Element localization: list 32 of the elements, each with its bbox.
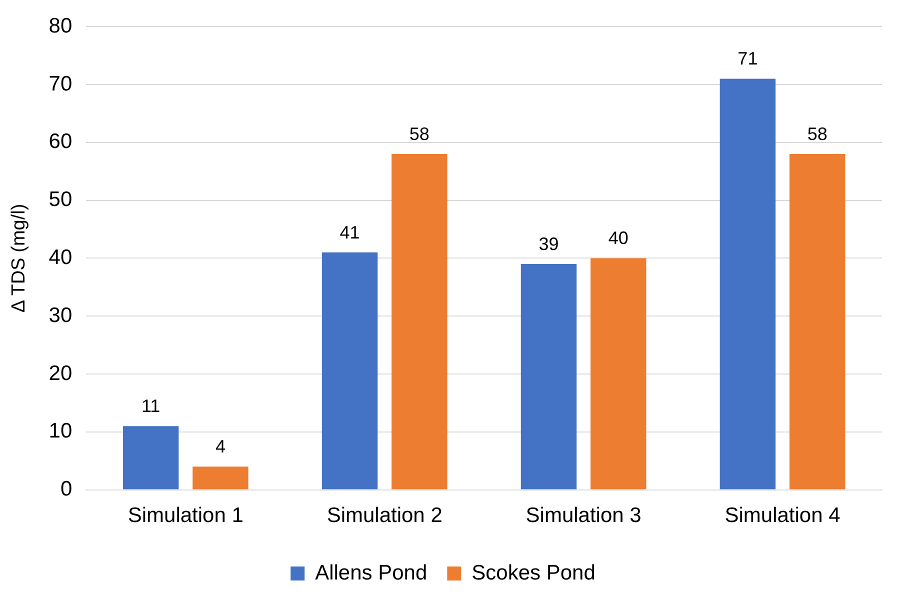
y-tick-label: 60 xyxy=(48,130,72,154)
y-tick-label: 0 xyxy=(60,478,72,501)
y-tick-label: 30 xyxy=(48,304,72,327)
data-label: 41 xyxy=(340,222,360,242)
bar xyxy=(720,78,776,490)
data-label: 39 xyxy=(538,234,559,254)
data-label: 40 xyxy=(608,228,628,248)
x-tick-label: Simulation 2 xyxy=(326,504,442,528)
data-label: 71 xyxy=(738,48,758,69)
bar xyxy=(392,154,448,490)
y-tick-label: 40 xyxy=(48,246,72,269)
y-tick-label: 20 xyxy=(48,362,72,385)
data-label: 11 xyxy=(141,396,160,416)
y-tick-label: 50 xyxy=(48,188,72,212)
y-tick-label: 10 xyxy=(48,420,72,443)
y-axis-title: Δ TDS (mg/l) xyxy=(8,204,30,313)
legend-label: Scokes Pond xyxy=(472,561,596,584)
data-label: 58 xyxy=(807,124,828,144)
x-tick-label: Simulation 3 xyxy=(526,504,642,528)
legend-label: Allens Pond xyxy=(315,561,428,584)
x-tick-label: Simulation 1 xyxy=(128,504,244,528)
bar xyxy=(322,252,378,490)
y-tick-label: 80 xyxy=(48,14,72,38)
bar xyxy=(122,426,179,490)
data-label: 4 xyxy=(215,436,226,457)
x-tick-label: Simulation 4 xyxy=(724,504,841,528)
data-label: 58 xyxy=(409,124,430,144)
bar xyxy=(789,154,846,490)
bar xyxy=(590,258,646,490)
bar xyxy=(192,466,248,490)
bar xyxy=(520,264,577,490)
y-tick-label: 70 xyxy=(48,72,72,96)
